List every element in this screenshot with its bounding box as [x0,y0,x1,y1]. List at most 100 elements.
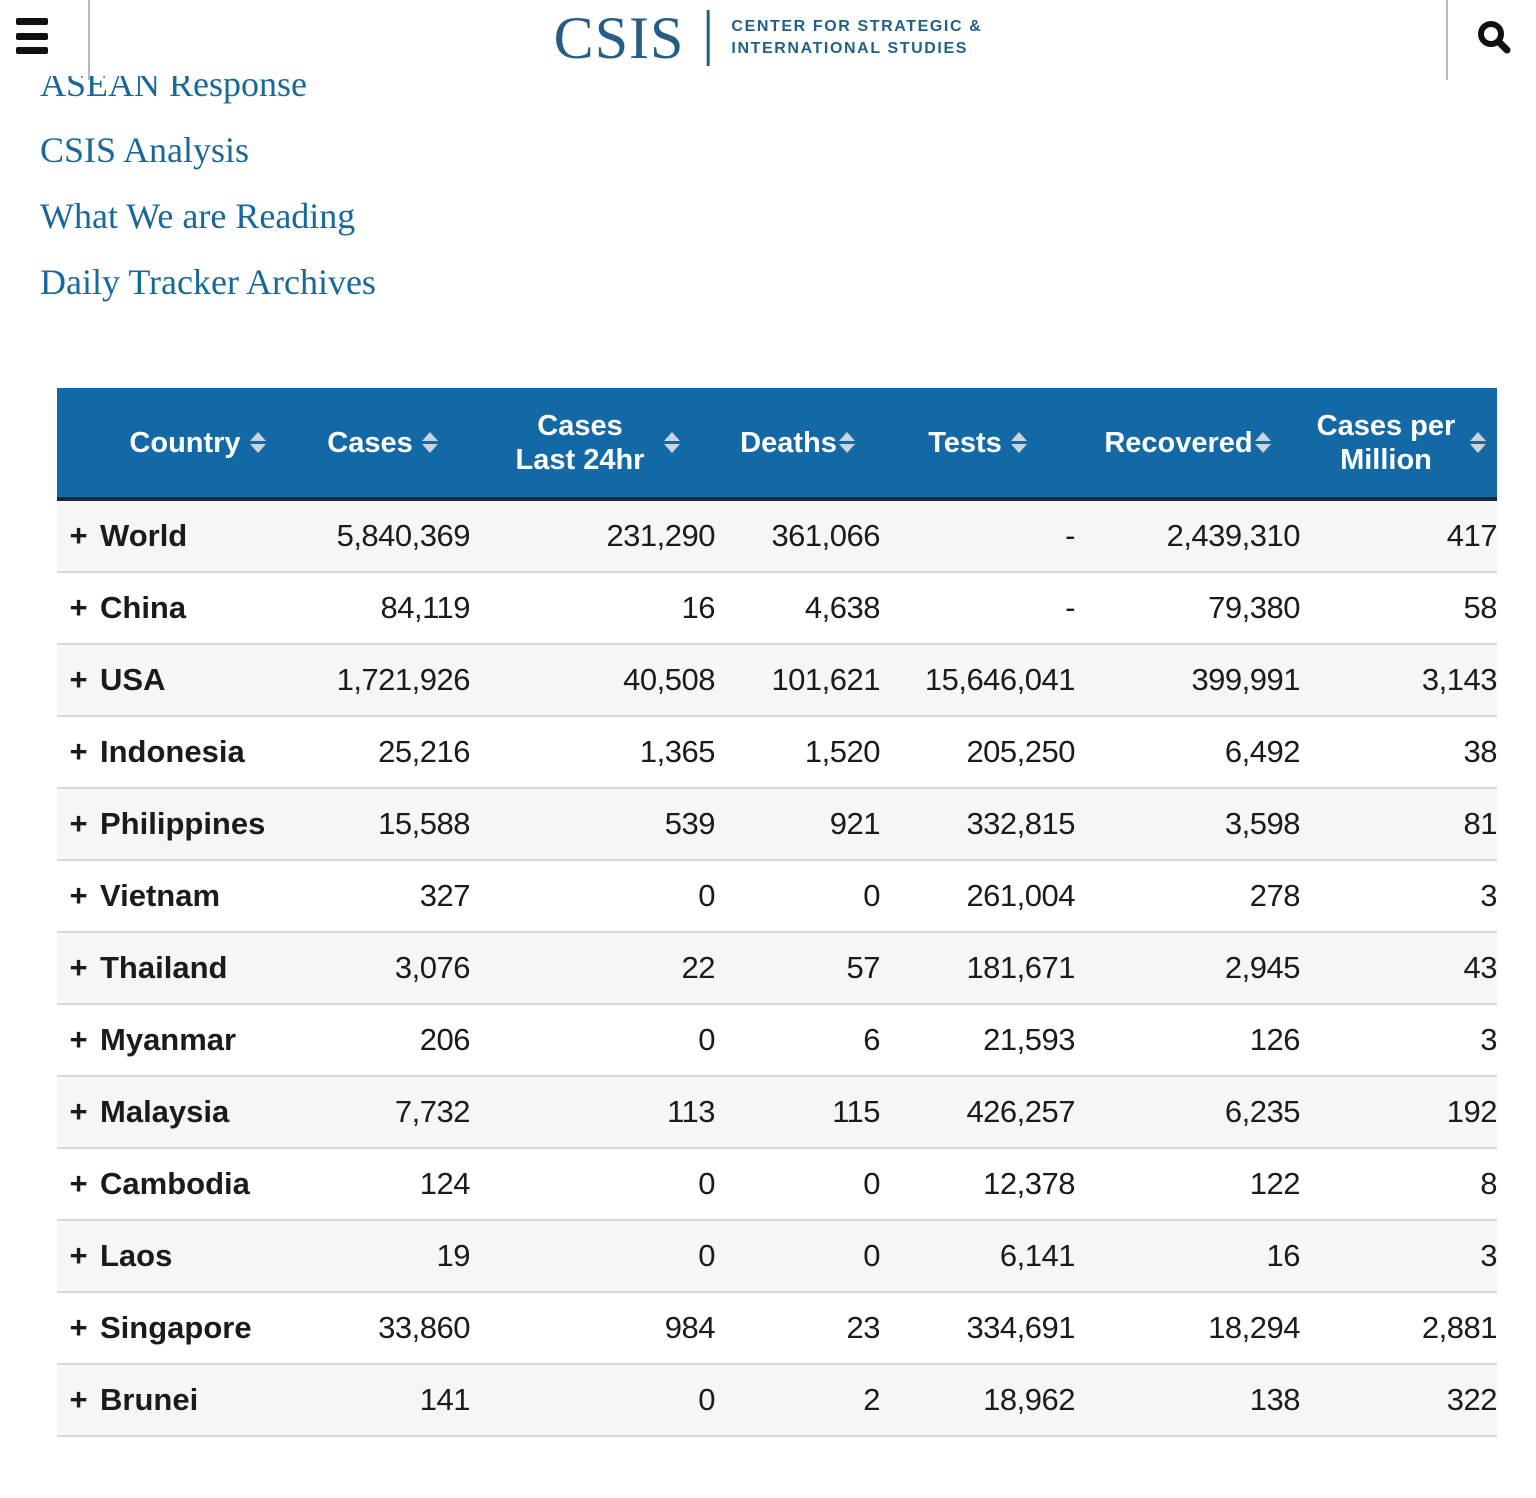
row-expander-button[interactable]: + [57,1075,100,1148]
cell-recovered: 138 [1075,1363,1301,1437]
cell-country: Philippines [100,787,295,860]
cell-cases: 25,216 [295,715,471,788]
row-expander-button[interactable]: + [57,499,100,572]
cell-cases: 15,588 [295,787,471,860]
column-header-deaths[interactable]: Deaths [715,388,880,501]
row-expander-button[interactable]: + [57,787,100,860]
table-row: + Myanmar 206 0 6 21,593 126 3 [57,1003,1498,1076]
cell-deaths: 0 [715,1219,881,1292]
row-expander-button[interactable]: + [57,1147,100,1220]
cell-tests: 18,962 [880,1363,1076,1437]
cell-tests: 334,691 [880,1291,1076,1364]
hamburger-bar [16,32,48,40]
header-divider-left [88,0,90,80]
cell-cases: 1,721,926 [295,643,471,716]
sort-icon[interactable] [1010,432,1027,453]
cell-recovered: 2,439,310 [1075,499,1301,572]
hamburger-menu-icon[interactable] [16,18,48,54]
cell-tests: - [880,571,1076,644]
cell-cases: 124 [295,1147,471,1220]
row-expander-button[interactable]: + [57,1003,100,1076]
cell-cases-per-million: 8 [1300,1147,1498,1220]
cell-deaths: 921 [715,787,881,860]
cell-cases-per-million: 3 [1300,859,1498,932]
cell-country: Myanmar [100,1003,295,1076]
cell-recovered: 2,945 [1075,931,1301,1004]
cell-country: Cambodia [100,1147,295,1220]
cell-cases-per-million: 417 [1300,499,1498,572]
sort-icon[interactable] [421,432,438,453]
nav-link-what-we-are-reading[interactable]: What We are Reading [40,196,356,236]
cell-country: Brunei [100,1363,295,1437]
table-row: + China 84,119 16 4,638-79,380 58 [57,571,1498,644]
cell-cases-per-million: 192 [1300,1075,1498,1148]
row-expander-button[interactable]: + [57,859,100,932]
cell-cases-last-24hr: 113 [470,1075,716,1148]
column-label: Country [129,426,241,459]
cell-cases-last-24hr: 16 [470,571,716,644]
cell-country: Thailand [100,931,295,1004]
cell-recovered: 122 [1075,1147,1301,1220]
sort-icon[interactable] [249,432,266,453]
cell-cases: 327 [295,859,471,932]
row-expander-button[interactable]: + [57,1363,100,1437]
cell-cases-per-million: 81 [1300,787,1498,860]
cell-tests: 15,646,041 [880,643,1076,716]
cell-cases-last-24hr: 539 [470,787,716,860]
hamburger-bar [16,47,48,54]
cell-cases: 19 [295,1219,471,1292]
cell-recovered: 16 [1075,1219,1301,1292]
table-row: + Malaysia 7,732 113 115 426,257 6,235 192 [57,1075,1498,1148]
nav-link-csis-analysis[interactable]: CSIS Analysis [40,130,250,170]
cell-cases-last-24hr: 984 [470,1291,716,1364]
csis-logo-separator [706,10,710,66]
row-expander-button[interactable]: + [57,643,100,716]
cell-deaths: 115 [715,1075,881,1148]
sort-icon[interactable] [1470,432,1486,453]
row-expander-button[interactable]: + [57,715,100,788]
row-expander-button[interactable]: + [57,1219,100,1292]
column-header-recovered[interactable]: Recovered [1075,388,1300,501]
cell-deaths: 23 [715,1291,881,1364]
cell-recovered: 18,294 [1075,1291,1301,1364]
cell-tests: 426,257 [880,1075,1076,1148]
search-icon [1478,21,1511,54]
cell-cases: 206 [295,1003,471,1076]
row-expander-button[interactable]: + [57,571,100,644]
cell-country: Indonesia [100,715,295,788]
table-row: + Singapore 33,860 984 23 334,691 18,294 2,881 [57,1291,1498,1364]
cell-tests: 21,593 [880,1003,1076,1076]
table-body: + World 5,840,369 231,290 361,066-2,439,310 4… [57,499,1498,1437]
sort-icon[interactable] [838,432,855,453]
cell-tests: 181,671 [880,931,1076,1004]
cell-country: China [100,571,295,644]
column-header-country[interactable]: Country [100,388,295,501]
cell-cases-per-million: 58 [1300,571,1498,644]
search-button[interactable] [1474,18,1514,58]
sort-icon[interactable] [664,432,680,453]
cell-recovered: 126 [1075,1003,1301,1076]
cell-tests: 261,004 [880,859,1076,932]
cell-country: Malaysia [100,1075,295,1148]
column-header-cases[interactable]: Cases [295,388,470,501]
cell-cases: 33,860 [295,1291,471,1364]
sort-icon[interactable] [1254,432,1271,453]
column-header-cases-last-24hr[interactable]: Cases Last 24hr [470,388,715,501]
cell-tests: 6,141 [880,1219,1076,1292]
table-row: + Vietnam 327 0 0 261,004 278 3 [57,859,1498,932]
row-expander-button[interactable]: + [57,1291,100,1364]
cell-cases-last-24hr: 40,508 [470,643,716,716]
row-expander-button[interactable]: + [57,931,100,1004]
table-row: + Brunei 141 0 2 18,962 138 322 [57,1363,1498,1437]
column-header-tests[interactable]: Tests [880,388,1075,501]
cell-recovered: 399,991 [1075,643,1301,716]
cell-cases-last-24hr: 0 [470,859,716,932]
cell-deaths: 57 [715,931,881,1004]
covid-tracker-table: Country Cases Cases Last 24hr Deaths [57,388,1498,1437]
csis-logo[interactable]: CSIS CENTER FOR STRATEGIC & INTERNATIONA… [554,8,983,68]
cell-country: Vietnam [100,859,295,932]
table-row: + World 5,840,369 231,290 361,066-2,439,310 4… [57,499,1498,572]
cell-deaths: 6 [715,1003,881,1076]
column-header-cases-per-million[interactable]: Cases per Million [1300,388,1497,501]
nav-link-daily-tracker-archives[interactable]: Daily Tracker Archives [40,262,376,302]
